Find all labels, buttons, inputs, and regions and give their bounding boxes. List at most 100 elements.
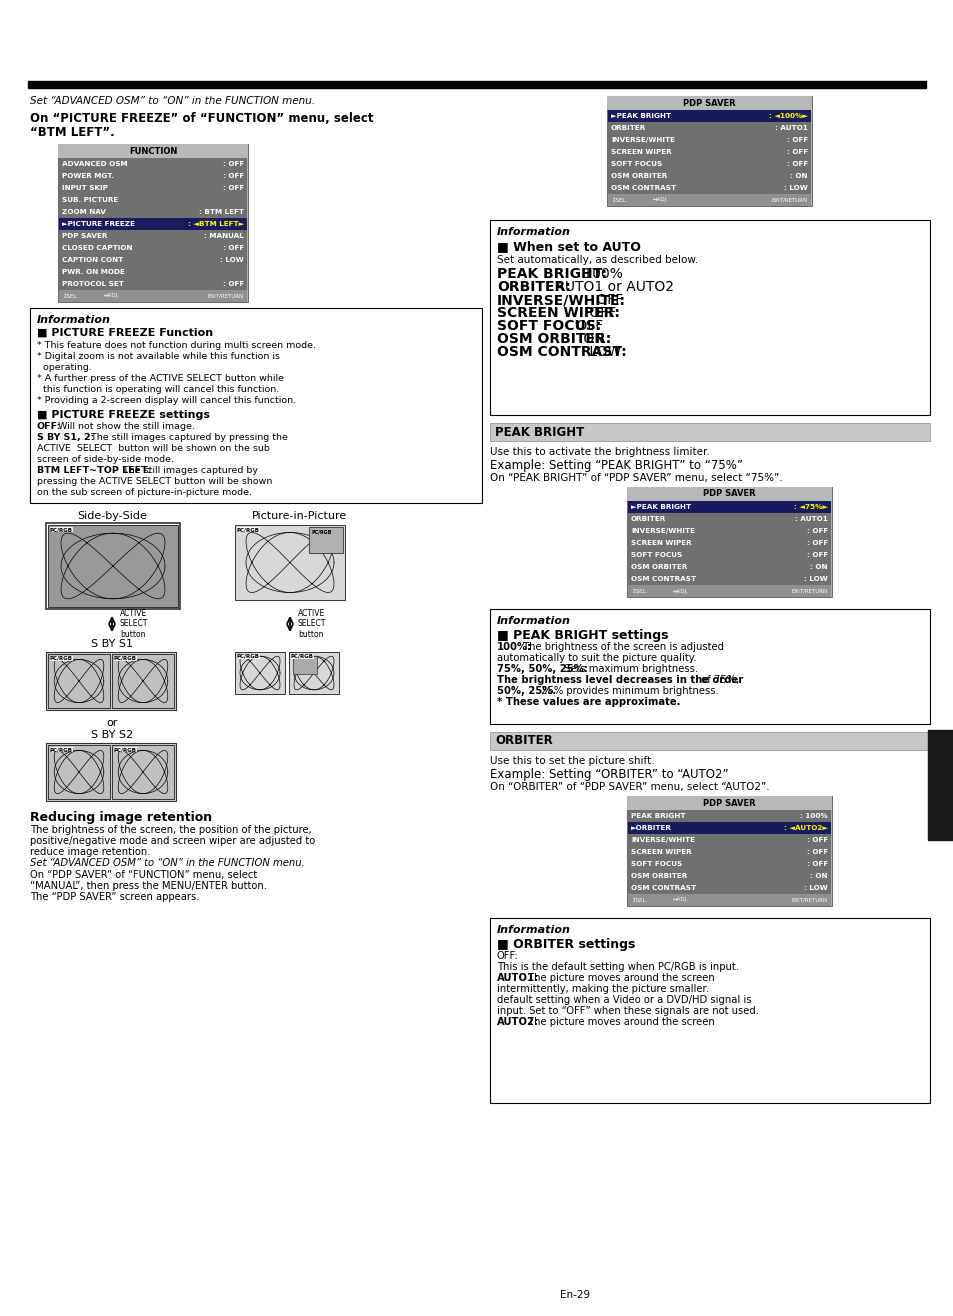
Text: “BTM LEFT”.: “BTM LEFT”. — [30, 126, 114, 139]
Bar — [59, 266, 247, 278]
Text: On “PEAK BRIGHT” of “PDP SAVER” menu, select “75%”.: On “PEAK BRIGHT” of “PDP SAVER” menu, se… — [490, 472, 781, 483]
Text: ORBITER:: ORBITER: — [497, 280, 570, 293]
Text: * A further press of the ACTIVE SELECT button while: * A further press of the ACTIVE SELECT b… — [37, 374, 284, 383]
Bar — [289, 651, 338, 694]
Text: : LOW: : LOW — [803, 576, 827, 582]
Bar — [59, 254, 247, 266]
Text: OFF:: OFF: — [37, 422, 61, 432]
Bar — [490, 732, 929, 750]
Text: ACTIVE
SELECT
button: ACTIVE SELECT button — [120, 609, 149, 638]
Text: Use this to set the picture shift.: Use this to set the picture shift. — [490, 755, 654, 766]
Text: S BY S1: S BY S1 — [91, 640, 132, 649]
Bar — [490, 609, 929, 724]
Bar — [46, 651, 175, 711]
Text: PC/RGB: PC/RGB — [113, 747, 137, 751]
Bar — [30, 308, 481, 503]
Text: The brightness level decreases in the order: The brightness level decreases in the or… — [497, 675, 742, 686]
Text: ►PICTURE FREEZE: ►PICTURE FREEZE — [62, 221, 135, 226]
Bar — [234, 651, 285, 694]
Bar — [627, 822, 830, 834]
Text: OFF:: OFF: — [497, 951, 518, 961]
Bar — [607, 170, 810, 182]
Text: AUTO1 or AUTO2: AUTO1 or AUTO2 — [551, 280, 674, 293]
Text: INVERSE/WHITE:: INVERSE/WHITE: — [497, 293, 625, 307]
Text: Will not show the still image.: Will not show the still image. — [55, 422, 195, 432]
Text: EXIT/RETURN: EXIT/RETURN — [791, 588, 827, 594]
Bar — [626, 487, 831, 501]
Text: : ◄100%►: : ◄100%► — [768, 113, 807, 118]
Bar — [626, 487, 831, 597]
Text: Example: Setting “PEAK BRIGHT” to “75%”: Example: Setting “PEAK BRIGHT” to “75%” — [490, 459, 742, 472]
Bar — [48, 745, 110, 799]
Text: * These values are approximate.: * These values are approximate. — [497, 697, 679, 707]
Text: : OFF: : OFF — [222, 282, 244, 287]
Bar — [627, 811, 830, 822]
Text: ↔ADJ.: ↔ADJ. — [672, 588, 688, 594]
Text: PC/RGB: PC/RGB — [236, 654, 260, 659]
Bar — [59, 278, 247, 290]
Text: OSM ORBITER: OSM ORBITER — [630, 873, 686, 879]
Text: this function is operating will cancel this function.: this function is operating will cancel t… — [37, 386, 279, 393]
Text: Use this to activate the brightness limiter.: Use this to activate the brightness limi… — [490, 447, 709, 457]
Text: : OFF: : OFF — [786, 149, 807, 155]
Text: OFF: OFF — [592, 293, 623, 307]
Text: ■ PICTURE FREEZE Function: ■ PICTURE FREEZE Function — [37, 328, 213, 338]
Text: Example: Setting “ORBITER” to “AUTO2”: Example: Setting “ORBITER” to “AUTO2” — [490, 769, 728, 780]
Text: PDP SAVER: PDP SAVER — [702, 490, 755, 499]
Text: OSM ORBITER:: OSM ORBITER: — [497, 332, 611, 346]
Text: : OFF: : OFF — [222, 245, 244, 251]
Text: S BY S1, 2:: S BY S1, 2: — [37, 433, 94, 442]
Text: PDP SAVER: PDP SAVER — [682, 99, 735, 108]
Bar — [309, 526, 343, 553]
Bar — [59, 207, 247, 218]
Text: ↕SEL.: ↕SEL. — [631, 588, 648, 594]
Bar — [607, 182, 810, 193]
Text: : 100%: : 100% — [800, 813, 827, 819]
Text: Reducing image retention: Reducing image retention — [30, 811, 212, 824]
Bar — [627, 834, 830, 846]
Bar — [59, 158, 247, 170]
Text: on the sub screen of picture-in-picture mode.: on the sub screen of picture-in-picture … — [37, 488, 252, 497]
Text: : OFF: : OFF — [806, 551, 827, 558]
Text: OSM CONTRAST: OSM CONTRAST — [610, 186, 676, 191]
Text: SOFT FOCUS:: SOFT FOCUS: — [497, 318, 600, 333]
Bar — [490, 919, 929, 1103]
Text: PWR. ON MODE: PWR. ON MODE — [62, 268, 125, 275]
Text: : MANUAL: : MANUAL — [204, 233, 244, 240]
Text: INVERSE/WHITE: INVERSE/WHITE — [630, 837, 695, 844]
Text: PC/RGB: PC/RGB — [50, 655, 73, 661]
Bar — [58, 143, 248, 158]
Bar — [59, 242, 247, 254]
Text: Information: Information — [37, 315, 111, 325]
Text: : ◄75%►: : ◄75%► — [793, 504, 827, 511]
Text: INVERSE/WHITE: INVERSE/WHITE — [630, 528, 695, 534]
Bar — [627, 858, 830, 870]
Text: PDP SAVER: PDP SAVER — [62, 233, 108, 240]
Text: ↔ADJ.: ↔ADJ. — [104, 293, 120, 299]
Text: PC/RGB: PC/RGB — [50, 747, 73, 751]
Bar — [59, 182, 247, 193]
Text: or: or — [106, 719, 117, 728]
Bar — [627, 501, 830, 513]
Text: : ◄BTM LEFT►: : ◄BTM LEFT► — [188, 221, 244, 226]
Text: ZOOM NAV: ZOOM NAV — [62, 209, 106, 215]
Text: ACTIVE  SELECT  button will be shown on the sub: ACTIVE SELECT button will be shown on th… — [37, 443, 270, 453]
Text: : AUTO1: : AUTO1 — [795, 516, 827, 522]
Text: Set “ADVANCED OSM” to “ON” in the FUNCTION menu.: Set “ADVANCED OSM” to “ON” in the FUNCTI… — [30, 858, 304, 869]
Text: FUNCTION: FUNCTION — [129, 146, 177, 155]
Text: Side-by-Side: Side-by-Side — [77, 511, 147, 521]
Text: PC/RGB: PC/RGB — [312, 529, 332, 534]
Bar — [59, 230, 247, 242]
Text: default setting when a Video or a DVD/HD signal is: default setting when a Video or a DVD/HD… — [497, 995, 751, 1005]
Bar — [627, 882, 830, 894]
Text: AUTO2:: AUTO2: — [497, 1017, 538, 1026]
Bar — [607, 134, 810, 146]
Text: ►PEAK BRIGHT: ►PEAK BRIGHT — [610, 113, 670, 118]
Text: PEAK BRIGHT: PEAK BRIGHT — [495, 425, 583, 438]
Bar — [293, 655, 316, 674]
Bar — [490, 422, 929, 441]
Bar — [59, 170, 247, 182]
Text: ON: ON — [578, 332, 603, 346]
Bar — [607, 122, 810, 134]
Text: INPUT SKIP: INPUT SKIP — [62, 186, 108, 191]
